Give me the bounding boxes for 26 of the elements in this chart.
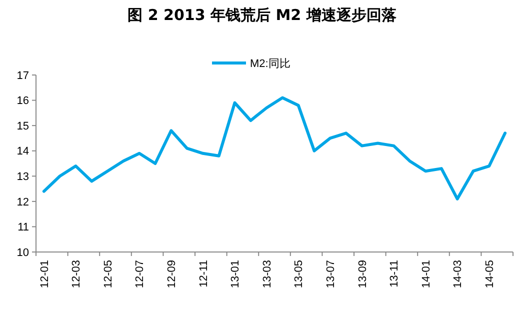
x-tick-label: 14-01 <box>420 260 432 288</box>
x-tick-label: 13-09 <box>356 260 369 288</box>
y-tick-label: 10 <box>16 246 29 259</box>
y-tick-label: 13 <box>16 170 29 183</box>
x-tick-label: 12-03 <box>70 260 83 288</box>
x-tick-label: 13-01 <box>230 260 242 288</box>
x-tick-label: 12-01 <box>38 260 51 288</box>
x-tick-label: 13-03 <box>261 260 274 288</box>
chart-title: 图 2 2013 年钱荒后 M2 增速逐步回落 <box>128 6 398 24</box>
x-tick-label: 14-05 <box>484 260 496 288</box>
x-tick-label: 12-05 <box>102 260 114 288</box>
line-series <box>42 96 507 200</box>
y-tick-label: 12 <box>16 196 29 208</box>
y-tick-label: 11 <box>18 222 29 234</box>
x-tick-label: 14-03 <box>452 260 464 288</box>
x-tick-label: 12-07 <box>134 260 146 288</box>
y-tick-label: 16 <box>16 95 29 108</box>
x-tick-label: 13-07 <box>325 260 337 288</box>
x-tick-label: 12-11 <box>198 260 210 288</box>
y-tick-label: 14 <box>16 146 29 158</box>
legend-label: M2:同比 <box>250 56 290 70</box>
y-tick-label: 15 <box>16 120 29 132</box>
x-tick-label: 13-11 <box>388 260 401 288</box>
y-tick-label: 17 <box>16 70 29 82</box>
x-tick-label: 13-05 <box>293 260 306 288</box>
x-tick-label: 12-09 <box>166 260 178 288</box>
